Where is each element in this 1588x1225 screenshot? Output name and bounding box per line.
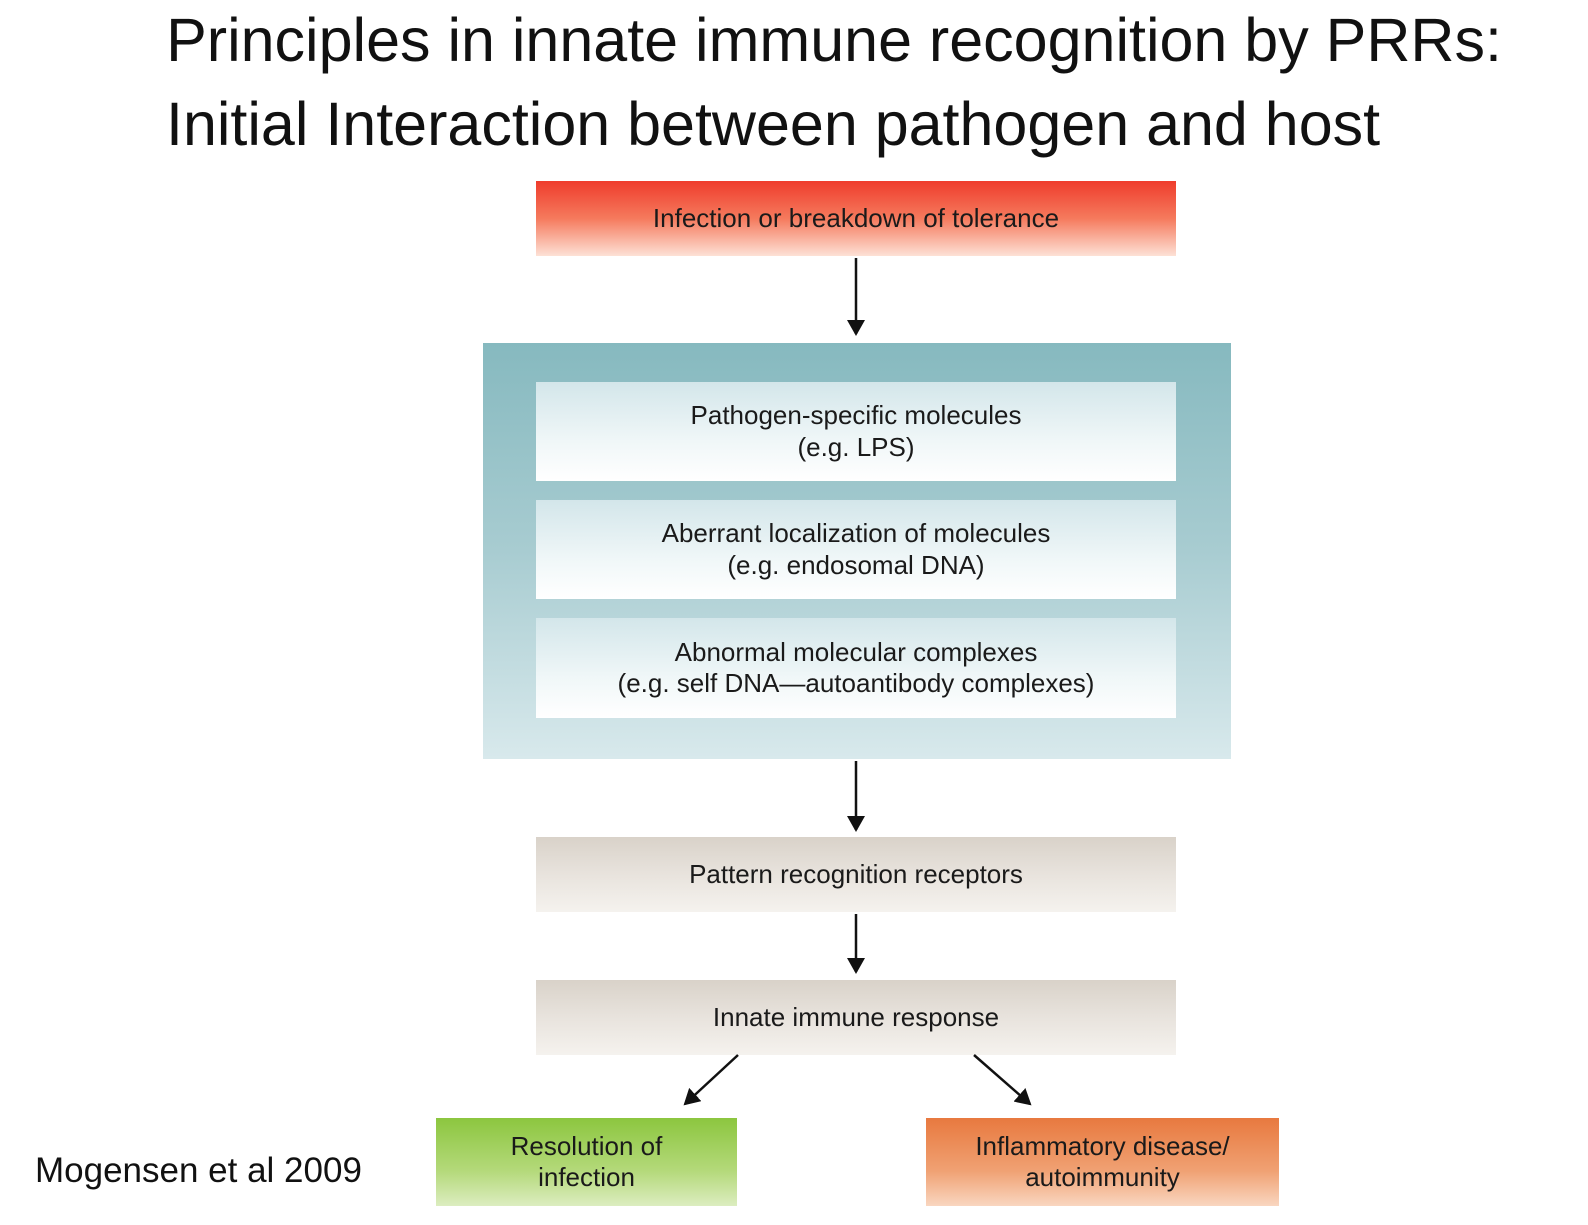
innate-immune-response-label: Innate immune response [712,1001,1000,1032]
pathogen-specific-example: (e.g. LPS) [797,431,915,462]
inflammatory-disease-box: Inflammatory disease/ autoimmunity [926,1118,1279,1206]
aberrant-localization-example: (e.g. endosomal DNA) [727,549,985,580]
abnormal-complexes-example: (e.g. self DNA—autoantibody complexes) [617,668,1095,698]
inflammatory-label-line-1: Inflammatory disease/ [975,1130,1230,1161]
citation: Mogensen et al 2009 [35,1151,362,1190]
abnormal-complexes-label: Abnormal molecular complexes [674,636,1038,667]
slide-title-line-1: Principles in innate immune recognition … [166,6,1502,74]
resolution-label-line-2: infection [538,1162,635,1192]
pathogen-specific-label: Pathogen-specific molecules [690,400,1022,431]
resolution-label-line-1: Resolution of [510,1130,663,1161]
infection-label: Infection or breakdown of tolerance [652,202,1060,233]
aberrant-localization-label: Aberrant localization of molecules [661,518,1051,549]
abnormal-complexes-box: Abnormal molecular complexes (e.g. self … [536,618,1176,718]
aberrant-localization-box: Aberrant localization of molecules (e.g.… [536,500,1176,599]
slide-title-line-2: Initial Interaction between pathogen and… [166,90,1381,158]
resolution-of-infection-box: Resolution of infection [436,1118,737,1206]
innate-immune-response-box: Innate immune response [536,980,1176,1055]
pattern-recognition-receptors-box: Pattern recognition receptors [536,837,1176,912]
arrow-innate-to-inflammatory [973,1054,1032,1106]
pathogen-specific-box: Pathogen-specific molecules (e.g. LPS) [536,382,1176,481]
arrow-innate-to-resolution [683,1054,739,1106]
inflammatory-label-line-2: autoimmunity [1025,1162,1180,1192]
infection-box: Infection or breakdown of tolerance [536,181,1176,256]
pattern-recognition-receptors-label: Pattern recognition receptors [689,858,1023,889]
